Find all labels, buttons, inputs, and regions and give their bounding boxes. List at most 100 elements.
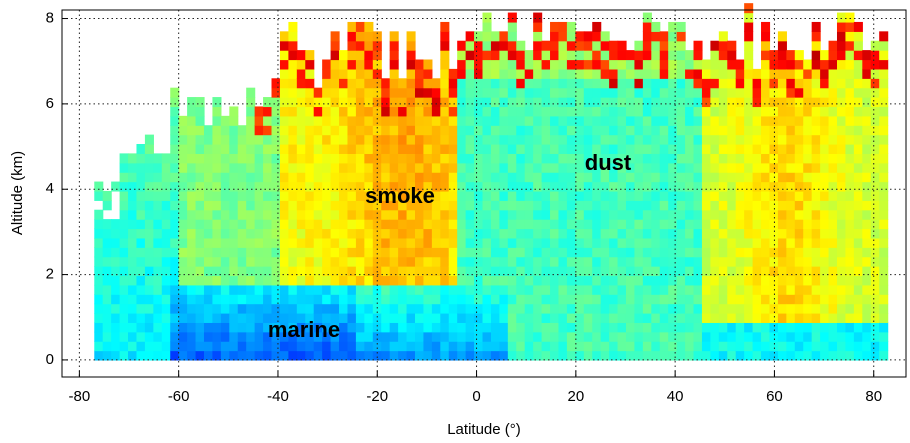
heatmap-cell — [440, 200, 449, 210]
heatmap-cell — [879, 219, 888, 229]
heatmap-cell — [634, 257, 643, 267]
heatmap-cell — [449, 106, 458, 116]
heatmap-cell — [618, 247, 627, 257]
heatmap-cell — [854, 163, 863, 173]
heatmap-cell — [584, 285, 593, 295]
heatmap-cell — [744, 294, 753, 304]
heatmap-cell — [803, 210, 812, 220]
heatmap-cell — [634, 50, 643, 60]
heatmap-cell — [753, 219, 762, 229]
heatmap-cell — [322, 275, 331, 285]
heatmap-cell — [263, 257, 272, 267]
heatmap-cell — [609, 341, 618, 351]
heatmap-cell — [423, 219, 432, 229]
heatmap-cell — [187, 313, 196, 323]
heatmap-cell — [525, 238, 534, 248]
heatmap-cell — [651, 182, 660, 192]
heatmap-cell — [457, 275, 466, 285]
heatmap-cell — [407, 88, 416, 98]
heatmap-cell — [533, 294, 542, 304]
heatmap-cell — [196, 257, 205, 267]
heatmap-cell — [272, 163, 281, 173]
heatmap-cell — [677, 332, 686, 342]
heatmap-cell — [221, 135, 230, 145]
heatmap-cell — [272, 106, 281, 116]
heatmap-cell — [204, 172, 213, 182]
heatmap-cell — [280, 294, 289, 304]
heatmap-cell — [508, 313, 517, 323]
heatmap-cell — [229, 313, 238, 323]
heatmap-cell — [643, 351, 652, 361]
heatmap-cell — [128, 351, 137, 361]
heatmap-cell — [727, 200, 736, 210]
heatmap-cell — [170, 200, 179, 210]
heatmap-cell — [694, 219, 703, 229]
heatmap-cell — [533, 125, 542, 135]
heatmap-cell — [364, 351, 373, 361]
heatmap-cell — [272, 247, 281, 257]
heatmap-cell — [238, 135, 247, 145]
heatmap-cell — [457, 78, 466, 88]
heatmap-cell — [204, 341, 213, 351]
heatmap-cell — [744, 163, 753, 173]
heatmap-cell — [162, 294, 171, 304]
heatmap-cell — [871, 210, 880, 220]
heatmap-cell — [542, 285, 551, 295]
heatmap-cell — [626, 97, 635, 107]
heatmap-cell — [727, 210, 736, 220]
heatmap-cell — [423, 257, 432, 267]
heatmap-cell — [390, 60, 399, 70]
heatmap-cell — [677, 238, 686, 248]
heatmap-cell — [322, 247, 331, 257]
heatmap-cell — [719, 135, 728, 145]
heatmap-cell — [356, 97, 365, 107]
heatmap-cell — [491, 275, 500, 285]
heatmap-cell — [297, 275, 306, 285]
heatmap-cell — [255, 144, 264, 154]
heatmap-cell — [601, 294, 610, 304]
heatmap-cell — [592, 191, 601, 201]
heatmap-cell — [643, 238, 652, 248]
heatmap-cell — [263, 144, 272, 154]
heatmap-cell — [466, 247, 475, 257]
heatmap-cell — [288, 144, 297, 154]
heatmap-cell — [820, 50, 829, 60]
heatmap-cell — [423, 172, 432, 182]
heatmap-cell — [508, 285, 517, 295]
heatmap-cell — [314, 210, 323, 220]
heatmap-cell — [829, 60, 838, 70]
heatmap-cell — [584, 332, 593, 342]
heatmap-cell — [592, 341, 601, 351]
heatmap-cell — [297, 78, 306, 88]
heatmap-cell — [440, 294, 449, 304]
heatmap-cell — [609, 257, 618, 267]
heatmap-cell — [786, 332, 795, 342]
heatmap-cell — [668, 106, 677, 116]
heatmap-cell — [474, 210, 483, 220]
heatmap-cell — [584, 275, 593, 285]
heatmap-cell — [778, 41, 787, 51]
heatmap-cell — [212, 219, 221, 229]
heatmap-cell — [457, 191, 466, 201]
heatmap-cell — [246, 219, 255, 229]
heatmap-cell — [575, 97, 584, 107]
heatmap-cell — [508, 247, 517, 257]
heatmap-cell — [499, 351, 508, 361]
heatmap-cell — [542, 341, 551, 351]
heatmap-cell — [347, 88, 356, 98]
heatmap-cell — [238, 351, 247, 361]
heatmap-cell — [837, 31, 846, 41]
heatmap-cell — [170, 135, 179, 145]
heatmap-cell — [238, 304, 247, 314]
heatmap-cell — [170, 294, 179, 304]
heatmap-cell — [719, 97, 728, 107]
heatmap-cell — [272, 144, 281, 154]
heatmap-cell — [499, 116, 508, 126]
heatmap-cell — [255, 172, 264, 182]
heatmap-cell — [483, 60, 492, 70]
heatmap-cell — [229, 200, 238, 210]
heatmap-cell — [483, 116, 492, 126]
heatmap-cell — [120, 275, 129, 285]
heatmap-cell — [229, 125, 238, 135]
